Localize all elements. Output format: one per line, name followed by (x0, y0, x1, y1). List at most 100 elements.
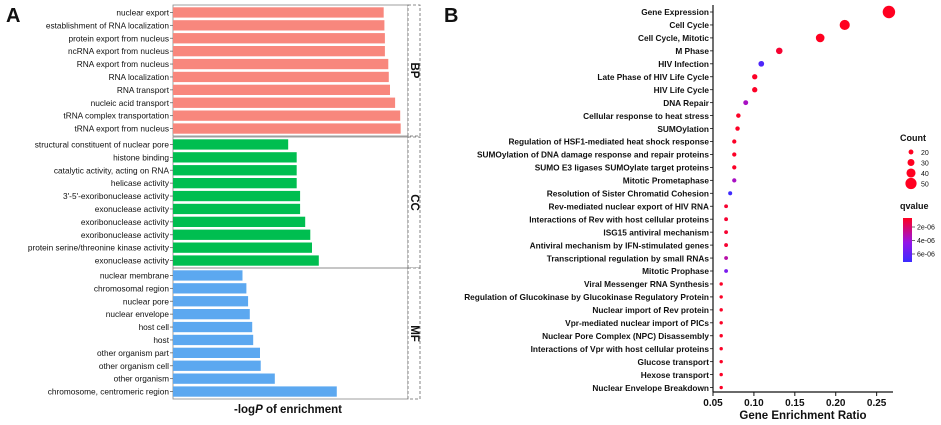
pathway-label: Cell Cycle (669, 20, 709, 30)
x-tick-label: 0.15 (785, 398, 805, 409)
bar (173, 84, 390, 95)
group-strip (407, 4, 421, 137)
bar (173, 71, 389, 83)
bar (173, 165, 297, 176)
legend-color-label: 2e-06 (917, 225, 935, 232)
category-label: helicase activity (111, 178, 170, 188)
pathway-label: Antiviral mechanism by IFN-stimulated ge… (530, 240, 710, 250)
category-label: exonuclease activity (95, 256, 170, 266)
pathway-label: ISG15 antiviral mechanism (603, 227, 709, 237)
bar (173, 152, 297, 163)
pathway-label: DNA Repair (663, 98, 710, 108)
category-label: RNA export from nucleus (77, 59, 169, 69)
pathway-label: Nuclear Pore Complex (NPC) Disassembly (542, 331, 709, 341)
data-point (732, 152, 737, 157)
category-label: host cell (139, 322, 170, 332)
pathway-label: Cellular response to heat stress (583, 111, 709, 121)
data-point (732, 178, 737, 183)
data-point (719, 295, 723, 299)
data-point (752, 74, 758, 80)
pathway-label: SUMO E3 ligases SUMOylate target protein… (535, 163, 710, 173)
data-point (719, 359, 723, 364)
category-label: RNA transport (117, 85, 170, 95)
category-label: exoribonuclease activity (81, 217, 170, 227)
group-label-mf: MF (408, 325, 420, 342)
pathway-label: Regulation of HSF1-mediated heat shock r… (508, 137, 709, 147)
bar (173, 7, 384, 18)
category-label: nuclear envelope (106, 309, 170, 319)
category-label: tRNA complex transportation (63, 111, 169, 121)
bar (173, 255, 319, 266)
category-label: histone binding (113, 152, 169, 162)
group-bp: BP nuclear export establishment of RNA loc… (46, 4, 421, 137)
data-point (735, 126, 740, 131)
pathway-label: Glucose transport (638, 357, 710, 367)
category-label: tRNA export from nucleus (74, 124, 169, 134)
bar (173, 46, 385, 57)
legend-color-label: 4e-06 (917, 238, 935, 245)
category-label: protein export from nucleus (68, 33, 169, 43)
pathway-label: Rev-mediated nuclear export of HIV RNA (549, 201, 709, 211)
category-label: ncRNA export from nucleus (68, 46, 169, 56)
category-label: structural constituent of nuclear pore (35, 139, 170, 149)
data-point (724, 243, 729, 248)
category-label: host (153, 335, 169, 345)
category-label: chromosomal region (94, 283, 170, 293)
pathway-label: Nuclear import of Rev protein (592, 305, 709, 315)
legend-size-marker (905, 177, 917, 190)
pathway-label: HIV Life Cycle (654, 85, 710, 95)
pathway-label: Resolution of Sister Chromatid Cohesion (547, 189, 709, 199)
legend-count-title: Count (900, 133, 926, 143)
x-tick-label: 0.25 (867, 398, 887, 409)
group-strip (407, 267, 421, 400)
legend-color-bar (903, 218, 912, 262)
data-point (724, 256, 729, 260)
bar (173, 360, 261, 371)
pathway-label: Viral Messenger RNA Synthesis (584, 279, 709, 289)
pathway-label: Vpr-mediated nuclear import of PICs (565, 318, 709, 328)
legend-size-label: 20 (921, 150, 929, 157)
bar (173, 110, 401, 121)
bar (173, 33, 385, 44)
legend-size-label: 30 (921, 161, 929, 168)
data-point (758, 60, 765, 67)
data-point (724, 230, 729, 235)
data-point (719, 334, 723, 338)
bar (173, 270, 243, 281)
bar (173, 123, 401, 134)
pathway-label: M Phase (675, 46, 709, 56)
pathway-label: HIV Infection (658, 59, 709, 69)
bar (173, 190, 301, 202)
pathway-label: Interactions of Rev with host cellular p… (529, 214, 709, 224)
data-point (752, 87, 758, 93)
bar (173, 20, 385, 31)
data-point (719, 385, 723, 390)
legend-size-label: 50 (921, 182, 929, 189)
legend-size-label: 40 (921, 171, 929, 178)
data-point (724, 204, 729, 209)
group-label-bp: BP (408, 63, 420, 79)
category-label: RNA localization (109, 72, 170, 82)
pathway-label: Cell Cycle, Mitotic (638, 33, 709, 43)
bar (173, 97, 396, 108)
pathway-label: Gene Expression (641, 7, 709, 17)
data-point (775, 47, 783, 55)
panel-label-b: B (444, 5, 458, 27)
category-label: exoribonuclease activity (81, 230, 170, 240)
pathway-label: Late Phase of HIV Life Cycle (597, 72, 709, 82)
category-label: nucleic acid transport (91, 98, 170, 108)
bar (173, 386, 337, 397)
pathway-label: Nuclear Envelope Breakdown (592, 383, 709, 393)
x-axis-title: Gene Enrichment Ratio (739, 410, 866, 422)
bar (173, 347, 260, 358)
bar (173, 296, 249, 307)
bar (173, 139, 289, 150)
data-point (732, 139, 737, 144)
group-strip (407, 136, 421, 269)
bar (173, 203, 301, 215)
category-label: exonuclease activity (95, 204, 170, 214)
data-point (882, 5, 896, 19)
pathway-label: Mitotic Prometaphase (623, 176, 710, 186)
